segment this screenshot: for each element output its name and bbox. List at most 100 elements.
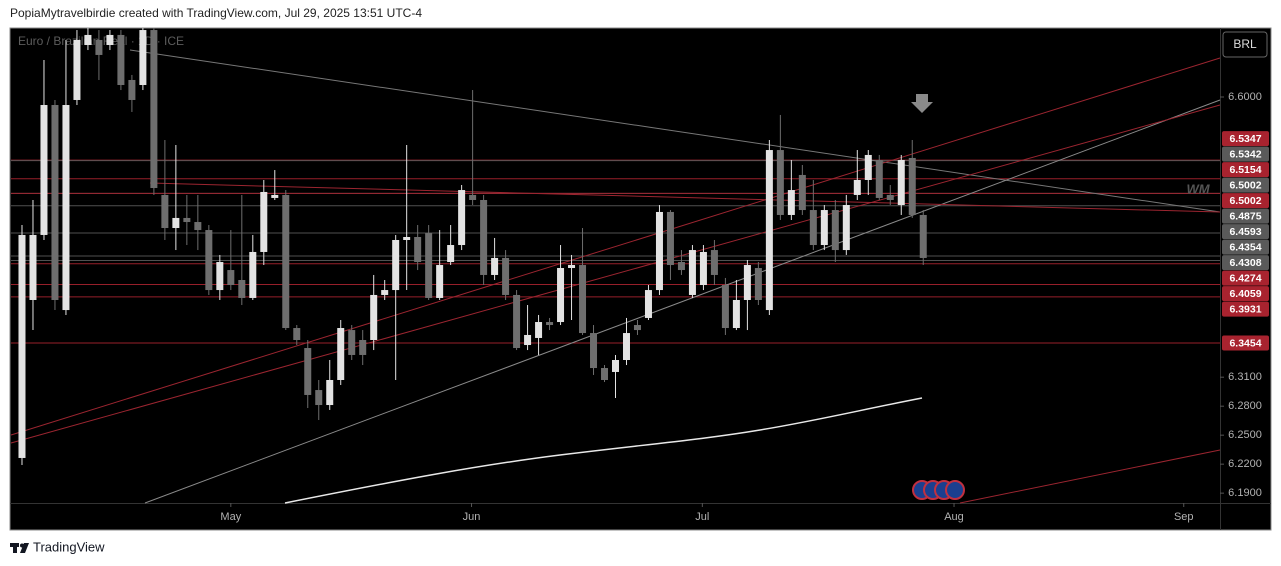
candle-body <box>227 270 235 286</box>
candle-body <box>644 290 652 318</box>
candle-body <box>622 333 630 360</box>
candle-body <box>732 299 740 329</box>
candles <box>18 28 927 466</box>
channel-line <box>10 104 1221 444</box>
candle-body <box>216 262 224 291</box>
channel-line <box>149 182 1221 213</box>
candle-body <box>62 105 70 311</box>
currency-label: BRL <box>1233 37 1257 51</box>
header-text: PopiaMytravelbirdie created with Trading… <box>10 6 422 20</box>
candle-body <box>359 339 367 355</box>
candle-body <box>249 251 257 298</box>
moving-average <box>284 397 923 504</box>
level-label: 6.4875 <box>1229 210 1261 222</box>
candle-body <box>612 359 619 372</box>
level-label-box <box>1222 131 1269 147</box>
level-label: 6.5154 <box>1229 164 1261 176</box>
candle-body <box>908 157 916 215</box>
candle-body <box>502 257 510 295</box>
trend-line <box>129 49 1221 213</box>
footer-logo <box>10 543 29 553</box>
currency-button[interactable] <box>1222 31 1268 58</box>
candle-body <box>29 234 37 300</box>
candle-body <box>754 268 762 300</box>
candle-body <box>326 379 334 406</box>
candle-body <box>414 236 422 263</box>
candle-body <box>480 199 488 275</box>
candle-body <box>337 328 345 380</box>
level-label-box <box>1222 224 1269 240</box>
candle-body <box>524 334 532 346</box>
level-label-box <box>1222 301 1269 317</box>
candle-body <box>897 159 905 206</box>
candle-body <box>721 285 729 329</box>
candle-body <box>798 174 806 211</box>
candle-body <box>293 328 301 340</box>
candle-body <box>699 251 707 286</box>
candle-body <box>491 257 499 275</box>
candle-body <box>776 150 784 215</box>
candle-body <box>194 222 202 231</box>
x-tick-label: Jul <box>695 511 709 523</box>
candle-body <box>172 217 180 229</box>
axes: 6.6000 6.3100 6.2800 6.2500 6.2200 6.1900 May J… <box>220 91 1269 523</box>
candle-body <box>579 265 587 334</box>
logo-part <box>20 543 29 553</box>
candle-body <box>875 159 883 198</box>
level-label-box <box>1222 162 1269 178</box>
candle-body <box>436 265 444 298</box>
channel-line <box>10 57 1221 436</box>
candle-body <box>370 294 378 340</box>
level-label-box <box>1222 208 1269 224</box>
candle-body <box>73 39 81 100</box>
level-label-box <box>1222 146 1269 162</box>
y-tick-label: 6.2200 <box>1228 458 1262 470</box>
arrow-marker <box>911 94 933 113</box>
level-lines <box>11 159 1220 344</box>
level-label-box <box>1222 255 1269 271</box>
level-label: 6.5002 <box>1229 179 1261 191</box>
candle-body <box>831 210 839 251</box>
channel-line <box>959 449 1221 504</box>
candle-body <box>919 214 927 258</box>
level-label: 6.4059 <box>1229 288 1261 300</box>
candle-body <box>282 194 290 329</box>
trend-line <box>144 99 1221 504</box>
candle-body <box>150 30 158 189</box>
logo-part <box>13 543 17 553</box>
level-label-box <box>1222 335 1269 351</box>
candle-body <box>864 154 872 180</box>
candle-body <box>458 190 466 246</box>
candle-body <box>315 390 323 406</box>
candle-body <box>403 236 411 240</box>
candle-body <box>128 79 136 100</box>
candle-body <box>425 233 433 298</box>
chart-frame <box>9 27 1272 531</box>
candle-body <box>381 290 389 295</box>
event-icon[interactable] <box>945 480 965 500</box>
candle-body <box>535 322 543 338</box>
candle-body <box>590 333 598 369</box>
candle-body <box>392 239 400 291</box>
candle-body <box>557 268 565 323</box>
level-label: 6.3454 <box>1229 337 1261 349</box>
level-label: 6.3931 <box>1229 303 1261 315</box>
candle-body <box>513 294 521 349</box>
candle-body <box>743 265 751 300</box>
y-tick-label: 6.2800 <box>1228 400 1262 412</box>
candle-body <box>84 34 92 46</box>
candle-body <box>106 34 114 46</box>
candle-body <box>40 105 48 235</box>
candle-body <box>765 150 773 311</box>
y-tick-label: 6.3100 <box>1228 371 1262 383</box>
candle-body <box>655 211 663 291</box>
candle-body <box>348 330 356 355</box>
watermark: WM <box>1186 181 1210 196</box>
candle-body <box>787 190 795 215</box>
candle-body <box>95 39 103 55</box>
candle-body <box>51 105 59 300</box>
x-tick-label: Aug <box>944 511 964 523</box>
drawings <box>10 49 1221 504</box>
